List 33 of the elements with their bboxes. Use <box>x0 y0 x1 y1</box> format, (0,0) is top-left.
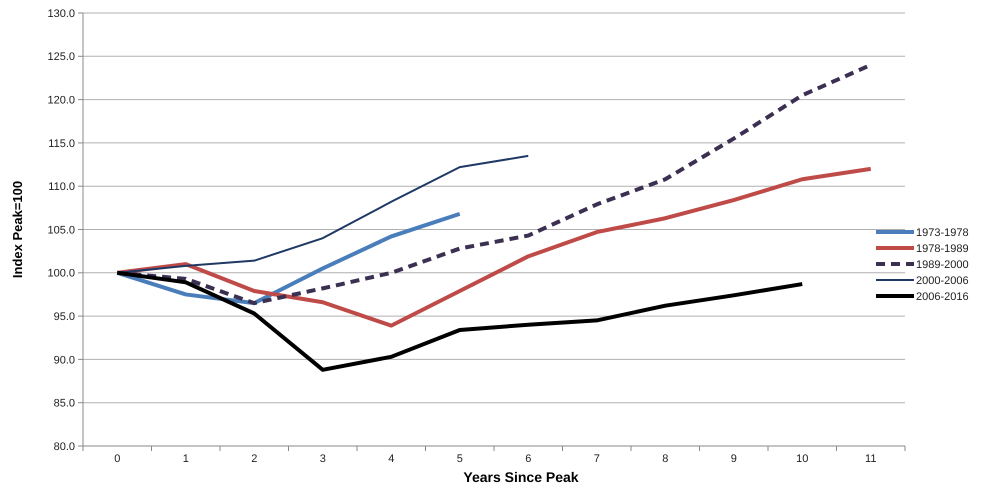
x-tick-label: 3 <box>320 453 326 465</box>
y-axis-title: Index Peak=100 <box>10 180 25 278</box>
x-tick-label: 6 <box>525 453 532 465</box>
y-tick-label: 130.0 <box>47 8 75 20</box>
line-series <box>115 270 804 372</box>
y-tick-label: 110.0 <box>48 181 75 194</box>
x-tick-label: 8 <box>662 453 668 465</box>
x-tick-label: 7 <box>594 453 600 465</box>
legend-label: 1978-1989 <box>916 242 969 255</box>
legend-label: 1973-1978 <box>916 226 969 239</box>
x-tick-label: 1 <box>182 453 189 465</box>
x-tick-label: 10 <box>796 453 808 465</box>
line-series <box>115 166 873 328</box>
y-tick-label: 115.0 <box>48 138 75 150</box>
y-tick-label: 125.0 <box>47 51 75 64</box>
x-tick-label: 9 <box>730 453 737 465</box>
y-tick-label: 80.0 <box>54 440 75 453</box>
legend-label: 1989-2000 <box>916 258 969 271</box>
x-tick-label: 5 <box>456 453 463 465</box>
x-tick-label: 2 <box>251 453 258 465</box>
y-tick-label: 90.0 <box>54 354 75 366</box>
y-tick-label: 120.0 <box>47 94 75 106</box>
legend-label: 2006-2016 <box>916 290 969 303</box>
line-series <box>116 154 530 274</box>
y-tick-label: 100.0 <box>47 268 75 280</box>
x-axis-title: Years Since Peak <box>463 469 579 485</box>
legend-label: 2000-2006 <box>916 274 969 287</box>
y-tick-label: 105.0 <box>47 224 75 236</box>
x-tick-label: 11 <box>865 453 876 465</box>
y-tick-label: 85.0 <box>54 398 75 410</box>
x-tick-label: 4 <box>388 453 394 465</box>
x-tick-label: 0 <box>114 453 120 465</box>
y-tick-label: 95.0 <box>54 310 75 323</box>
